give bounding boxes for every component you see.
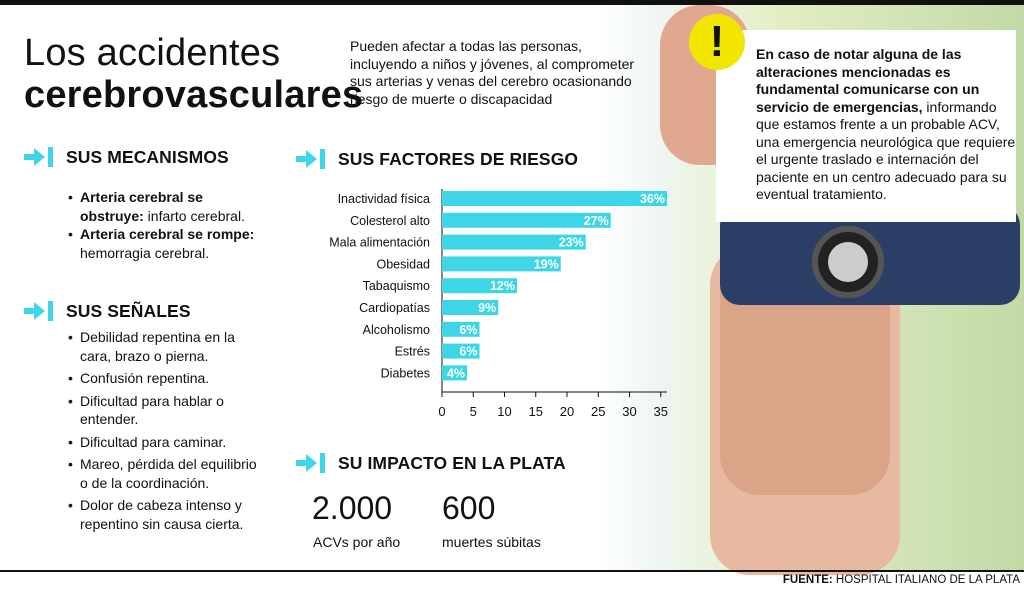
bar xyxy=(442,191,667,206)
x-tick-label: 30 xyxy=(622,404,636,419)
data-label: 4% xyxy=(447,366,465,380)
category-label: Cardiopatías xyxy=(359,301,430,315)
category-label: Obesidad xyxy=(376,257,430,271)
x-tick-label: 10 xyxy=(497,404,511,419)
senales-list: Debilidad repentina en la cara, brazo o … xyxy=(66,328,266,537)
factores-heading: SUS FACTORES DE RIESGO xyxy=(296,148,578,170)
bar xyxy=(442,212,611,228)
page-title-bold: cerebrovasculares xyxy=(24,74,364,116)
category-label: Diabetes xyxy=(381,366,430,380)
list-item: Confusión repentina. xyxy=(66,369,266,388)
mecanismo-text: infarto cerebral. xyxy=(143,207,245,224)
stat-muertes-label: muertes súbitas xyxy=(442,534,541,550)
exclamation-icon: ! xyxy=(689,14,745,70)
senales-heading: SUS SEÑALES xyxy=(24,300,191,322)
category-label: Tabaquismo xyxy=(363,279,430,293)
stat-acvs-value: 2.000 xyxy=(312,490,393,526)
alert-bold-text: En caso de notar alguna de las alteracio… xyxy=(756,46,980,115)
source-note: FUENTE: HOSPITAL ITALIANO DE LA PLATA xyxy=(783,574,1020,586)
alert-box xyxy=(716,30,1016,222)
category-label: Inactividad física xyxy=(338,192,430,206)
x-tick-label: 15 xyxy=(529,404,543,419)
source-text: HOSPITAL ITALIANO DE LA PLATA xyxy=(832,574,1020,586)
impacto-heading-label: SU IMPACTO EN LA PLATA xyxy=(338,452,566,473)
list-item: Dolor de cabeza intenso y repentino sin … xyxy=(66,496,266,533)
arrow-right-to-bar-icon xyxy=(296,149,325,169)
impacto-heading: SU IMPACTO EN LA PLATA xyxy=(296,452,566,474)
x-tick-label: 0 xyxy=(438,404,445,419)
bar xyxy=(442,278,517,294)
bar xyxy=(442,234,586,250)
data-label: 6% xyxy=(459,345,477,359)
data-label: 36% xyxy=(640,192,665,206)
mecanismos-list: Arteria cerebral se obstruye: infarto ce… xyxy=(66,188,266,262)
data-label: 12% xyxy=(490,279,515,293)
x-tick-label: 5 xyxy=(470,404,477,419)
bar xyxy=(442,343,480,359)
category-label: Colesterol alto xyxy=(350,214,430,228)
alert-rest-text: informando que estamos frente a un proba… xyxy=(756,98,1016,203)
mecanismo-bold: Arteria cerebral se rompe: xyxy=(80,226,255,242)
arrow-right-to-bar-icon xyxy=(24,301,53,321)
senales-heading-label: SUS SEÑALES xyxy=(66,300,191,321)
bar xyxy=(442,321,480,337)
mecanismo-bold: Arteria cerebral se obstruye: xyxy=(80,189,203,224)
x-tick-label: 20 xyxy=(560,404,574,419)
category-label: Alcoholismo xyxy=(363,323,430,337)
footer-rule xyxy=(0,570,1024,572)
list-item: Dificultad para hablar o entender. xyxy=(66,392,266,429)
arrow-right-to-bar-icon xyxy=(296,453,325,473)
stat-acvs-label: ACVs por año xyxy=(313,534,401,550)
intro-text: Pueden afectar a todas las personas, inc… xyxy=(350,38,635,107)
list-item: Debilidad repentina en la cara, brazo o … xyxy=(66,328,266,365)
x-tick-label: 35 xyxy=(654,404,668,419)
mecanismos-heading-label: SUS MECANISMOS xyxy=(66,146,229,167)
list-item: Arteria cerebral se obstruye: infarto ce… xyxy=(66,188,266,225)
data-label: 27% xyxy=(584,214,609,228)
bar xyxy=(442,365,467,381)
alert-text: En caso de notar alguna de las alteracio… xyxy=(756,46,1018,204)
bar xyxy=(442,256,561,272)
list-item: Dificultad para caminar. xyxy=(66,433,266,452)
list-item: Arteria cerebral se rompe: hemorragia ce… xyxy=(66,225,266,262)
source-label: FUENTE: xyxy=(782,574,833,586)
x-tick-label: 25 xyxy=(591,404,605,419)
page-title-light: Los accidentes xyxy=(24,32,281,74)
data-label: 23% xyxy=(559,236,584,250)
category-label: Estrés xyxy=(395,345,430,359)
arrow-right-to-bar-icon xyxy=(24,147,53,167)
mecanismos-heading: SUS MECANISMOS xyxy=(24,146,229,168)
top-rule xyxy=(0,0,1024,5)
factores-heading-label: SUS FACTORES DE RIESGO xyxy=(338,148,579,169)
list-item: Mareo, pérdida del equilibrio o de la co… xyxy=(66,455,266,492)
stat-muertes-value: 600 xyxy=(442,490,496,526)
bar xyxy=(442,300,499,315)
category-label: Mala alimentación xyxy=(329,236,430,250)
mecanismo-text: hemorragia cerebral. xyxy=(80,244,210,261)
data-label: 9% xyxy=(478,301,496,315)
data-label: 19% xyxy=(534,257,559,271)
data-label: 6% xyxy=(459,323,477,337)
watch-image xyxy=(812,226,884,298)
